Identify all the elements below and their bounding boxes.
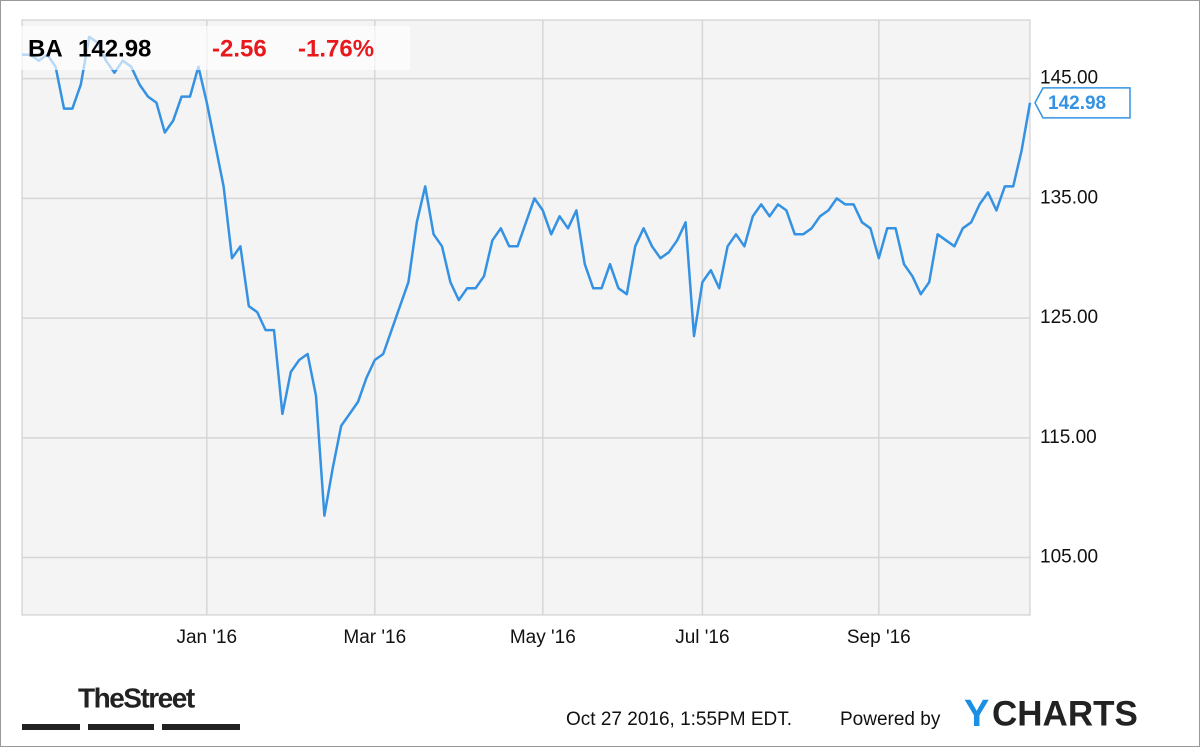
y-tick-label: 135.00 xyxy=(1040,187,1098,208)
powered-by: Powered by xyxy=(840,709,941,730)
price-line xyxy=(22,35,1032,517)
brand: TheStreet xyxy=(78,682,195,713)
last-value-label: 142.98 xyxy=(1048,93,1106,114)
logo-rest: CHARTS xyxy=(992,694,1138,733)
price: 142.98 xyxy=(78,35,151,62)
timestamp: Oct 27 2016, 1:55PM EDT. xyxy=(566,709,792,730)
brand-bar xyxy=(88,724,154,730)
ticker: BA xyxy=(28,35,63,62)
y-tick-label: 145.00 xyxy=(1040,68,1098,89)
x-tick-label: Mar '16 xyxy=(343,627,406,648)
x-tick-label: May '16 xyxy=(510,627,576,648)
x-tick-label: Jan '16 xyxy=(176,627,237,648)
y-tick-label: 125.00 xyxy=(1040,307,1098,328)
x-tick-label: Sep '16 xyxy=(847,627,911,648)
brand-bar xyxy=(162,724,240,730)
y-tick-label: 115.00 xyxy=(1040,427,1097,448)
x-tick-label: Jul '16 xyxy=(675,627,729,648)
last-value-box xyxy=(1034,87,1131,119)
change-percent: -1.76% xyxy=(298,35,374,62)
brand-bar xyxy=(22,724,80,730)
change: -2.56 xyxy=(212,35,267,62)
y-tick-label: 105.00 xyxy=(1040,547,1098,568)
header-backdrop xyxy=(18,26,410,70)
logo-y: Y xyxy=(964,693,989,735)
